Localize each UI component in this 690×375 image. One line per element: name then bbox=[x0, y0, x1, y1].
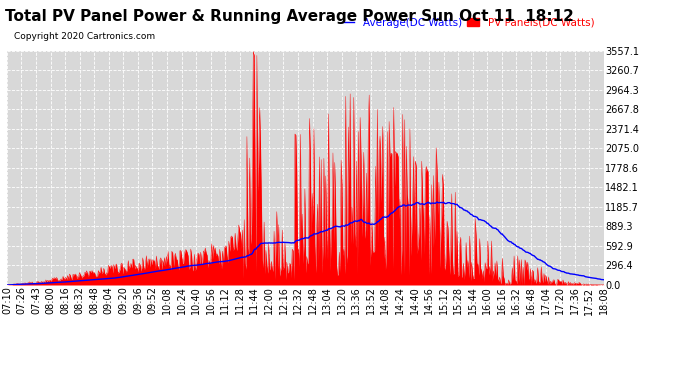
Legend: Average(DC Watts), PV Panels(DC Watts): Average(DC Watts), PV Panels(DC Watts) bbox=[337, 13, 598, 32]
Text: Copyright 2020 Cartronics.com: Copyright 2020 Cartronics.com bbox=[14, 32, 155, 41]
Text: Total PV Panel Power & Running Average Power Sun Oct 11  18:12: Total PV Panel Power & Running Average P… bbox=[6, 9, 574, 24]
